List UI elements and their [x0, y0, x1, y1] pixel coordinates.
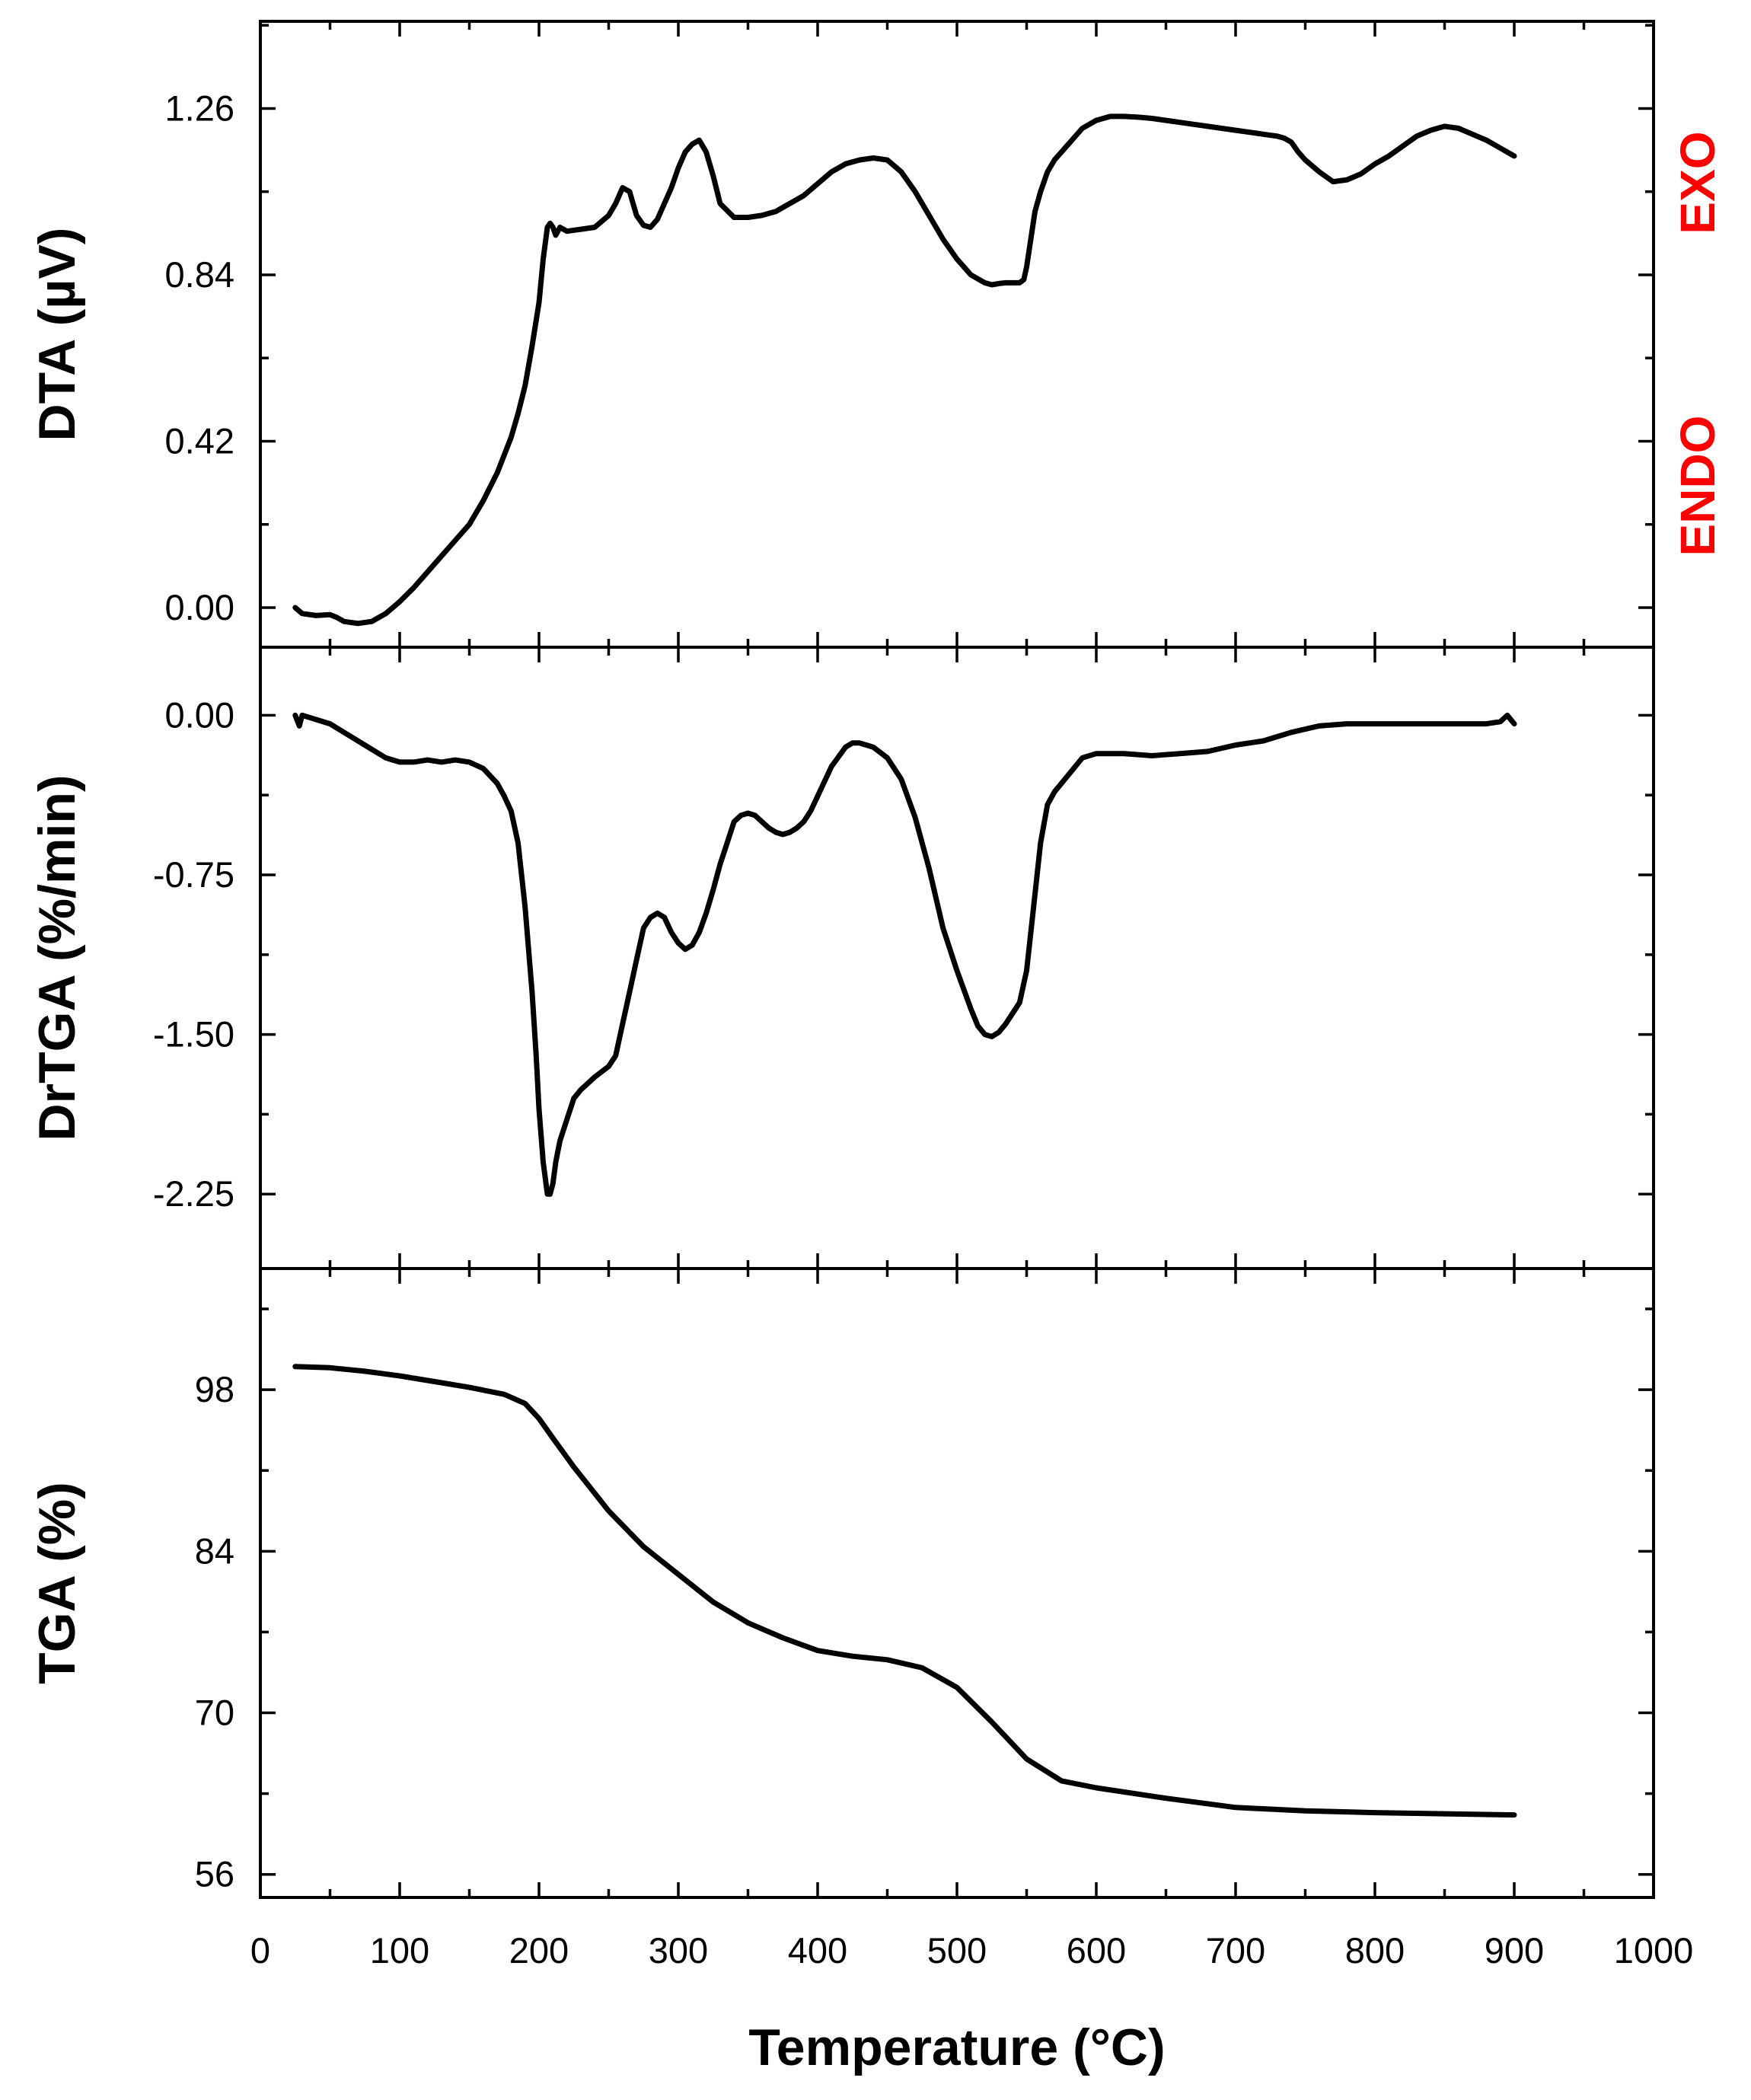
drtga-ytick-label: -2.25 — [153, 1173, 234, 1214]
tga-axis-title: TGA (%) — [28, 1482, 86, 1684]
dta-ytick-label: 0.84 — [165, 254, 234, 295]
xtick-label: 200 — [509, 1930, 569, 1971]
tga-ytick-label: 70 — [195, 1693, 234, 1733]
xtick-label: 400 — [788, 1930, 847, 1971]
xtick-label: 800 — [1345, 1930, 1405, 1971]
drtga-ytick-label: -0.75 — [153, 854, 234, 895]
tga-ytick-label: 84 — [195, 1530, 234, 1571]
xtick-label: 100 — [370, 1930, 429, 1971]
xtick-label: 600 — [1067, 1930, 1126, 1971]
x-axis-title: Temperature (°C) — [748, 2019, 1165, 2076]
dta-panel-frame — [259, 20, 1655, 649]
drtga-curve — [292, 712, 1517, 1197]
curves-layer — [292, 113, 1517, 1818]
dta-axis-title: DTA (µV) — [28, 228, 86, 442]
drtga-panel-frame — [259, 646, 1655, 1270]
labels-layer: 0.00 0.42 0.84 1.26 0.00 -0.75 -1.50 -2.25 56 70 8… — [153, 88, 1693, 1971]
tga-panel-frame — [259, 1267, 1655, 1899]
tga-curve — [292, 1364, 1517, 1818]
drtga-ytick-label: 0.00 — [165, 694, 234, 735]
drtga-axis-title: DrTGA (%/min) — [28, 774, 86, 1141]
xtick-label: 0 — [250, 1930, 270, 1971]
dta-curve — [292, 113, 1517, 627]
endo-annotation: ENDO — [1670, 416, 1725, 557]
xtick-label: 1000 — [1614, 1930, 1694, 1971]
exo-annotation: EXO — [1670, 131, 1725, 234]
tga-ytick-label: 98 — [195, 1369, 234, 1409]
dta-ytick-label: 1.26 — [165, 88, 234, 128]
dta-ytick-label: 0.42 — [165, 420, 234, 461]
drtga-ytick-label: -1.50 — [153, 1014, 234, 1055]
dta-ytick-label: 0.00 — [165, 587, 234, 627]
xtick-label: 700 — [1206, 1930, 1265, 1971]
xtick-label: 500 — [927, 1930, 987, 1971]
ticks-layer — [259, 21, 1655, 1897]
xtick-label: 300 — [649, 1930, 708, 1971]
tga-ytick-label: 56 — [195, 1854, 234, 1894]
xtick-label: 900 — [1485, 1930, 1544, 1971]
